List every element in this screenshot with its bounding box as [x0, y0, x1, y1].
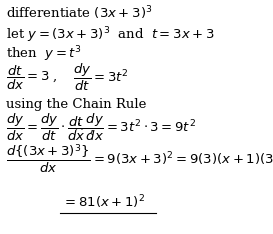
Text: $=81(x+1)^2$: $=81(x+1)^2$ — [62, 194, 145, 211]
Text: $\dfrac{dt}{dx}=3$ ,: $\dfrac{dt}{dx}=3$ , — [6, 64, 58, 92]
Text: let $y=(3x+3)^3$  and  $t=3x+3$: let $y=(3x+3)^3$ and $t=3x+3$ — [6, 25, 215, 45]
Text: differentiate $(3x+3)^3$: differentiate $(3x+3)^3$ — [6, 4, 153, 22]
Text: $\dfrac{d\left\{(3x+3)^3\right\}}{dx}=9(3x+3)^2=9(3)(x+1)(3)(x+1)$: $\dfrac{d\left\{(3x+3)^3\right\}}{dx}=9(… — [6, 142, 273, 175]
Text: then  $y=t^3$: then $y=t^3$ — [6, 45, 82, 64]
Text: using the Chain Rule: using the Chain Rule — [6, 98, 147, 111]
Text: $\dfrac{dy}{dx}=\dfrac{dy}{dt}\cdot\dfrac{dt}{dx}$ ,: $\dfrac{dy}{dx}=\dfrac{dy}{dt}\cdot\dfra… — [6, 112, 95, 143]
Text: $\therefore\dfrac{dy}{dx}=3t^2\cdot3=9t^2$: $\therefore\dfrac{dy}{dx}=3t^2\cdot3=9t^… — [72, 112, 195, 143]
Text: $\dfrac{dy}{dt}=3t^2$: $\dfrac{dy}{dt}=3t^2$ — [73, 62, 129, 93]
